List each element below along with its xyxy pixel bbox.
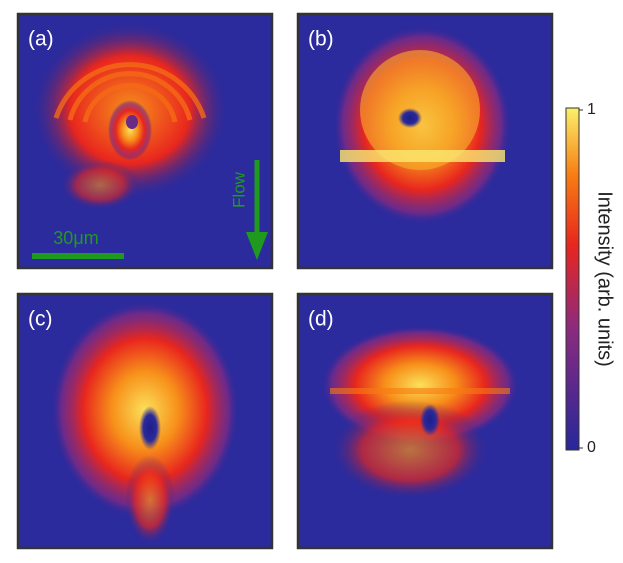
panel-label: (d): [308, 308, 334, 331]
panel-image: [298, 14, 552, 268]
panel-image: [18, 294, 272, 548]
tick-label: 0: [587, 439, 596, 456]
panel-frame: [296, 12, 554, 270]
tick-label: 1: [587, 101, 596, 118]
panel-label: (b): [308, 28, 334, 51]
panel-image: [18, 14, 272, 268]
colorbar-ticks: 01: [579, 101, 596, 456]
panel-label: (c): [28, 308, 53, 331]
flow-label: Flow: [229, 171, 248, 208]
colorbar: [565, 107, 580, 451]
flow-arrowhead: [246, 232, 268, 260]
panel-label: (a): [28, 28, 54, 51]
panel-image: [298, 294, 552, 548]
scale-bar-label: 30μm: [53, 228, 98, 248]
colorbar-label: Intensity (arb. units): [594, 191, 616, 367]
panel-frame: [16, 12, 274, 270]
panel-frame: [16, 292, 274, 550]
panel-frame: [296, 292, 554, 550]
